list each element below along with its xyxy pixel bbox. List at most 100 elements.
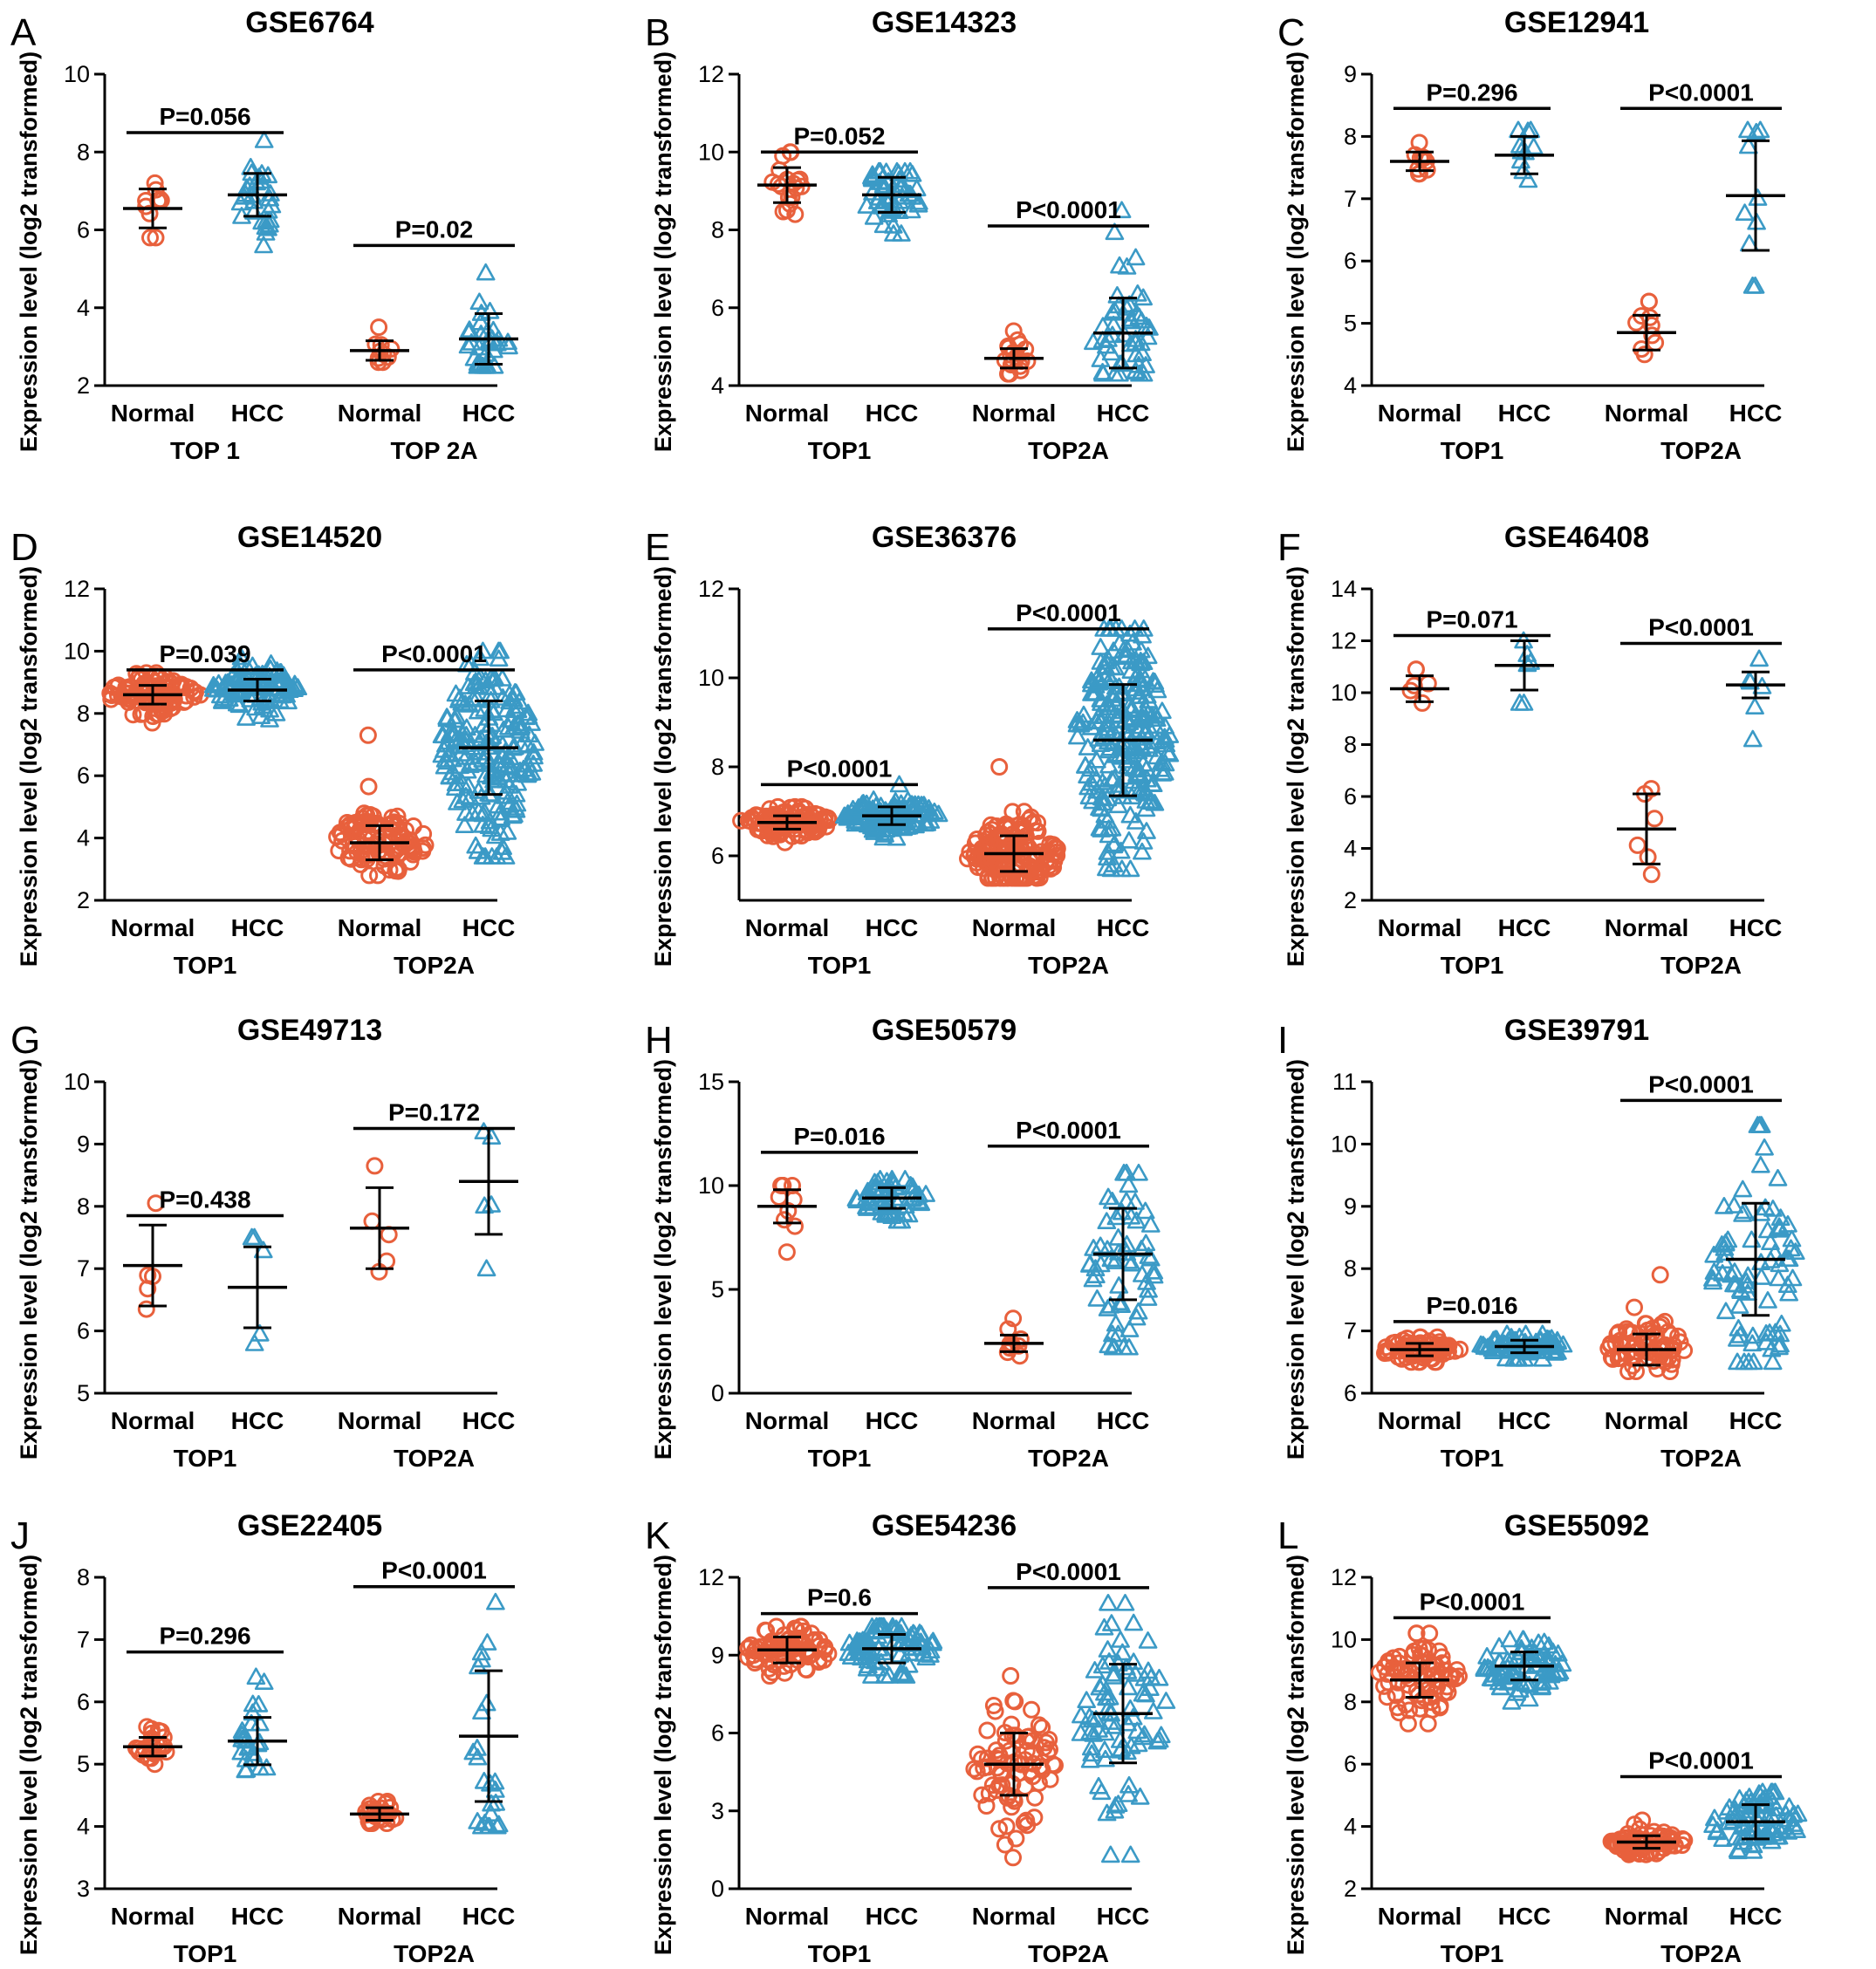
panel-title: GSE54236 <box>872 1509 1017 1542</box>
data-point <box>231 1742 251 1760</box>
data-point <box>1517 645 1537 662</box>
data-point <box>1787 1821 1806 1838</box>
y-tick-label: 8 <box>711 754 724 780</box>
data-point <box>1763 1200 1783 1217</box>
data-point <box>1080 1750 1100 1768</box>
y-tick-label: 2 <box>77 887 90 913</box>
data-point <box>477 1633 497 1651</box>
y-tick-label: 6 <box>1344 783 1357 810</box>
data-point <box>510 721 531 739</box>
data-point <box>1728 1330 1747 1347</box>
y-tick-label: 4 <box>77 295 90 321</box>
data-point <box>184 682 202 701</box>
data-point <box>868 1173 887 1191</box>
data-point <box>246 1667 266 1685</box>
y-axis-label: Expression level (log2 transformed) <box>650 51 676 452</box>
panel-letter: H <box>645 1019 673 1062</box>
data-point <box>1119 1320 1140 1337</box>
data-point <box>1448 1661 1466 1679</box>
data-point <box>847 1637 867 1655</box>
data-point <box>1124 759 1144 776</box>
panel-letter: E <box>645 526 670 569</box>
data-point <box>466 836 485 854</box>
y-tick-label: 8 <box>77 1193 90 1220</box>
data-point <box>1405 676 1423 694</box>
y-tick-label: 8 <box>1344 1689 1357 1715</box>
data-point <box>1528 1334 1548 1352</box>
data-point <box>1002 1667 1020 1685</box>
data-point <box>1156 1692 1176 1709</box>
data-point <box>1098 1299 1118 1316</box>
data-point <box>1753 1817 1773 1835</box>
data-point <box>1133 832 1154 850</box>
data-point <box>1750 120 1770 139</box>
data-point <box>448 793 467 810</box>
data-point <box>1122 699 1142 717</box>
data-point <box>498 332 517 351</box>
data-point <box>774 147 792 165</box>
y-tick-label: 10 <box>698 1173 724 1199</box>
group-hcc-points <box>1080 1163 1164 1356</box>
data-point <box>1078 777 1098 796</box>
data-point <box>486 1781 505 1798</box>
data-point <box>1769 1268 1788 1287</box>
data-point <box>1093 1675 1113 1692</box>
x-group-label: Normal <box>1605 1903 1688 1930</box>
y-tick-label: 10 <box>1331 680 1357 706</box>
data-point <box>1451 1340 1469 1358</box>
data-point <box>1120 859 1140 878</box>
data-point <box>1152 1726 1171 1744</box>
data-point <box>1756 1333 1776 1350</box>
data-point <box>388 858 407 877</box>
p-value-label: P=0.02 <box>395 215 474 243</box>
data-point <box>1128 284 1147 302</box>
data-point <box>1091 1255 1111 1273</box>
y-tick-label: 9 <box>1344 1193 1357 1220</box>
data-point <box>246 666 265 684</box>
data-point <box>213 692 232 709</box>
data-point <box>443 762 462 781</box>
data-point <box>468 1747 488 1766</box>
data-point <box>1155 754 1175 772</box>
data-point <box>146 174 164 192</box>
data-point <box>414 839 432 858</box>
x-group-label: HCC <box>1097 1407 1150 1434</box>
data-point <box>1106 1717 1126 1734</box>
data-point <box>903 1177 922 1195</box>
data-point <box>763 1664 782 1682</box>
data-point <box>979 1758 997 1776</box>
x-group-label: Normal <box>338 1407 421 1434</box>
data-point <box>1544 1664 1564 1682</box>
data-point <box>1099 825 1119 844</box>
data-point <box>890 202 909 219</box>
data-point <box>270 691 290 709</box>
panel-letter: I <box>1277 1019 1288 1062</box>
data-point <box>500 776 519 794</box>
data-point <box>462 804 483 822</box>
data-point <box>1040 1731 1058 1748</box>
data-point <box>243 656 263 674</box>
data-point <box>511 716 531 735</box>
panel-title: GSE36376 <box>872 521 1017 554</box>
y-tick-label: 14 <box>1331 576 1357 602</box>
data-point <box>1124 1613 1143 1631</box>
data-point <box>370 318 388 337</box>
data-point <box>1733 1179 1753 1198</box>
data-point <box>1628 836 1647 854</box>
data-point <box>468 1739 487 1756</box>
y-tick-label: 8 <box>1344 1255 1357 1282</box>
x-gene-label: TOP1 <box>808 1940 872 1967</box>
data-point <box>1003 1798 1021 1816</box>
data-point <box>1136 1685 1155 1703</box>
data-point <box>1147 732 1167 749</box>
data-point <box>1529 1633 1548 1651</box>
y-tick-label: 6 <box>77 762 90 789</box>
data-point <box>1100 1703 1120 1721</box>
data-point <box>1144 1266 1164 1284</box>
data-point <box>250 1713 270 1732</box>
data-point <box>262 195 282 214</box>
data-point <box>1082 1738 1101 1756</box>
group-normal-points <box>1406 133 1436 183</box>
data-point <box>1082 1744 1102 1762</box>
data-point <box>147 1194 165 1213</box>
